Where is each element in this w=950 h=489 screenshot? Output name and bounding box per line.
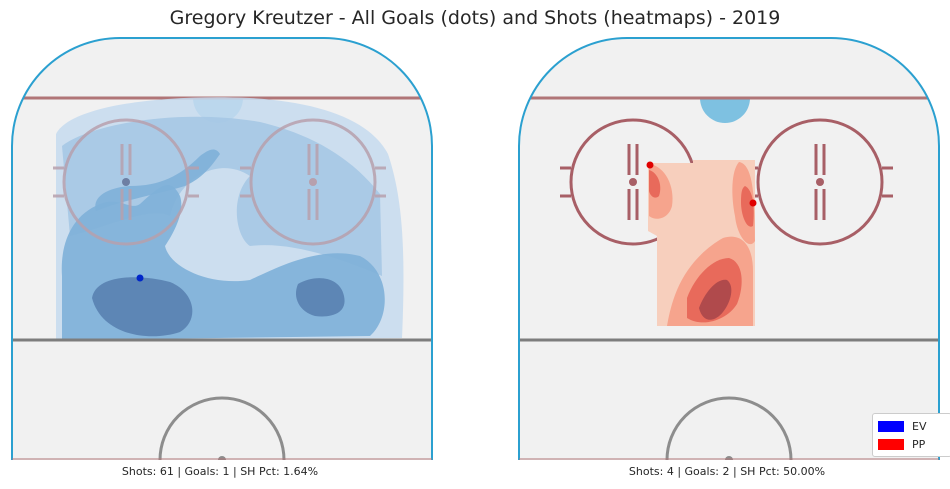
- pp-stats-label: Shots: 4 | Goals: 2 | SH Pct: 50.00%: [515, 465, 939, 478]
- ev-stats-label: Shots: 61 | Goals: 1 | SH Pct: 1.64%: [8, 465, 432, 478]
- legend-entry-pp: PP: [878, 435, 946, 453]
- pp-goal-dot: [647, 162, 654, 169]
- ev-goal-dot: [137, 275, 144, 282]
- legend: EV PP: [872, 413, 950, 457]
- legend-swatch-pp: [878, 439, 904, 450]
- legend-swatch-ev: [878, 421, 904, 432]
- pp-shot-heatmap: [648, 160, 755, 326]
- chart-title: Gregory Kreutzer - All Goals (dots) and …: [0, 7, 950, 29]
- legend-label-ev: EV: [912, 420, 926, 433]
- legend-label-pp: PP: [912, 438, 925, 451]
- ev-rink-panel: [10, 36, 434, 461]
- legend-entry-ev: EV: [878, 417, 946, 435]
- pp-goal-dot: [750, 200, 757, 207]
- pp-rink-panel: [517, 36, 941, 461]
